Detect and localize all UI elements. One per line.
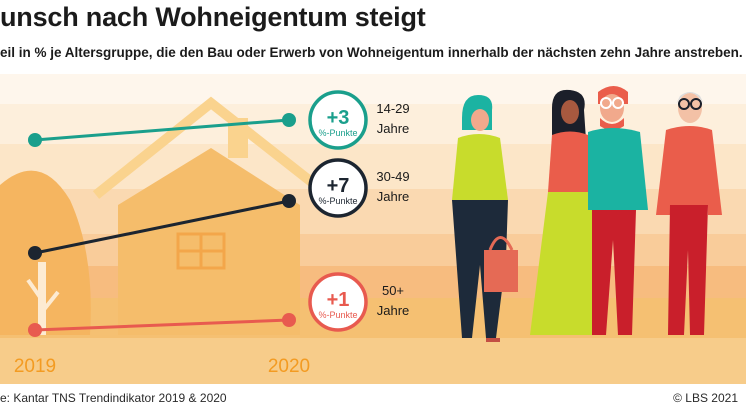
x-tick-label-2020: 2020 [268, 356, 310, 377]
house-illustration [92, 96, 332, 335]
series-1-age-label: 14-29 [376, 101, 409, 116]
page-title: unsch nach Wohneigentum steigt [0, 2, 426, 32]
series-3-change-value: +1 [327, 289, 350, 311]
series-2-point-2019 [28, 246, 42, 260]
series-1-point-2019 [28, 133, 42, 147]
people-illustration [452, 86, 722, 342]
series-3-change-badge [308, 272, 368, 332]
series-3-age-label: 50+ [382, 283, 404, 298]
series-2-change-unit: %-Punkte [318, 196, 357, 206]
series-1-change-unit: %-Punkte [318, 128, 357, 138]
series-1-age-unit: Jahre [377, 121, 410, 136]
series-2-point-2020 [282, 194, 296, 208]
series-2-age-unit: Jahre [377, 189, 410, 204]
series-1-change-value: +3 [327, 107, 350, 129]
series-1-change-badge [308, 90, 368, 150]
series-3-point-2020 [282, 313, 296, 327]
series-3-age-unit: Jahre [377, 303, 410, 318]
series-2-change-badge [308, 158, 368, 218]
series-1-line [34, 118, 290, 142]
page-subtitle: eil in % je Altersgruppe, die den Bau od… [0, 45, 743, 60]
copyright-note: © LBS 2021 [673, 391, 738, 405]
line-chart: +3%-Punkte14-29Jahre+7%-Punkte30-49Jahre… [28, 90, 410, 337]
x-tick-label-2019: 2019 [14, 356, 56, 377]
series-3-line [34, 318, 290, 332]
series-2-change-value: +7 [327, 175, 350, 197]
series-2-age-label: 30-49 [376, 169, 409, 184]
source-note: e: Kantar TNS Trendindikator 2019 & 2020 [0, 391, 227, 405]
series-3-change-unit: %-Punkte [318, 310, 357, 320]
series-2-line [34, 199, 290, 255]
series-1-point-2020 [282, 113, 296, 127]
tree-illustration [0, 170, 91, 335]
series-3-point-2019 [28, 323, 42, 337]
